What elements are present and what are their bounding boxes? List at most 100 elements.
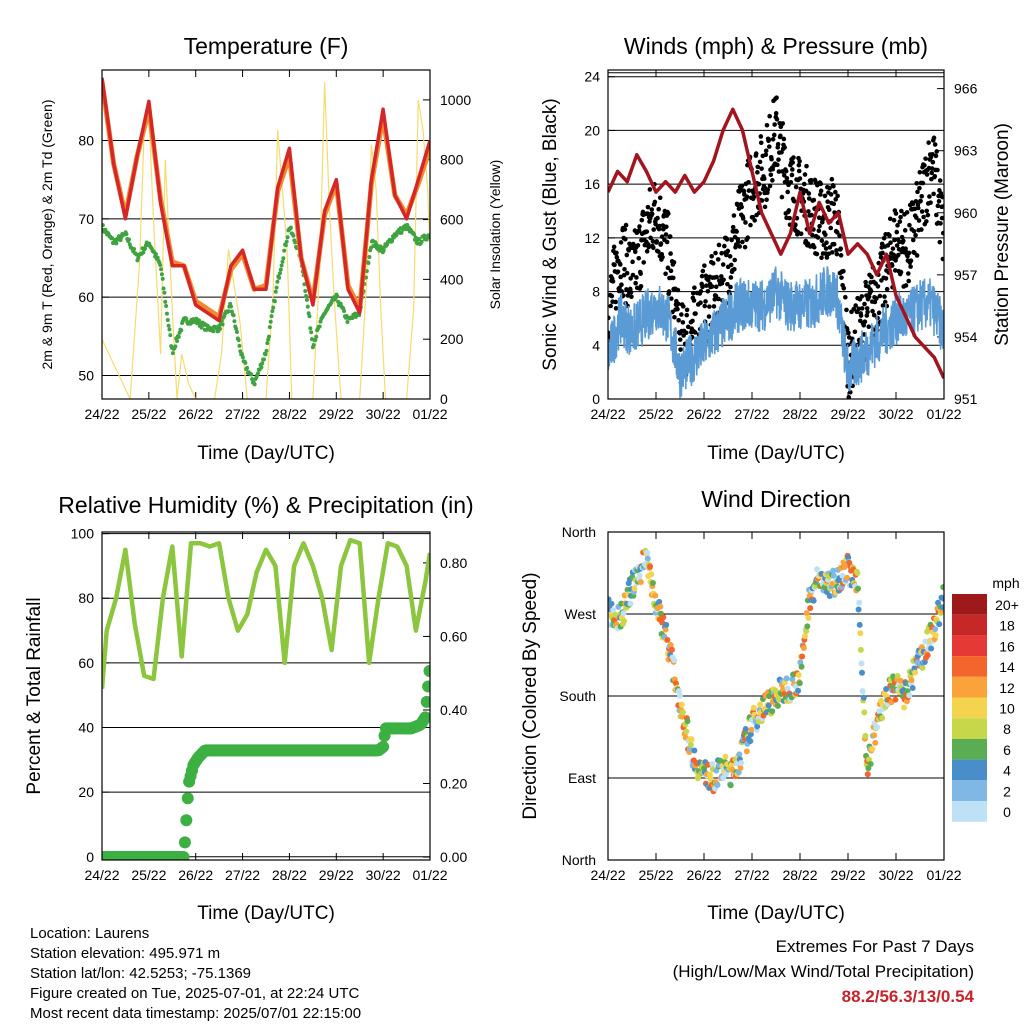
dewpoint-point xyxy=(164,311,169,316)
gust-point xyxy=(729,237,734,243)
dewpoint-point xyxy=(268,319,273,324)
gust-point xyxy=(718,274,724,279)
dewpoint-point xyxy=(175,338,180,343)
direction-point xyxy=(860,694,867,701)
y-axis-label: Percent & Total Rainfall xyxy=(24,597,45,794)
y2-tick-label: 0.00 xyxy=(440,849,467,865)
dewpoint-point xyxy=(424,237,429,242)
dewpoint-point xyxy=(124,232,129,237)
legend-swatch xyxy=(952,718,987,739)
dewpoint-point xyxy=(307,314,312,319)
chart-title: Winds (mph) & Pressure (mb) xyxy=(624,33,928,59)
gust-point xyxy=(770,178,775,183)
gust-point xyxy=(719,281,725,286)
gust-point xyxy=(776,157,781,162)
dewpoint-point xyxy=(427,235,430,240)
gust-point xyxy=(677,337,683,342)
x-tick-label: 25/22 xyxy=(638,867,673,883)
y2-tick-label: 0.40 xyxy=(440,702,467,718)
gust-point xyxy=(614,250,619,256)
direction-point xyxy=(754,723,761,730)
gust-point xyxy=(940,230,944,236)
gust-point xyxy=(859,306,865,311)
dewpoint-point xyxy=(143,246,148,251)
gust-point xyxy=(934,149,940,154)
gust-point xyxy=(935,203,941,209)
direction-point xyxy=(687,741,694,748)
latlon-text: Station lat/lon: 42.5253; -75.1369 xyxy=(30,965,252,982)
legend-swatch xyxy=(952,697,987,719)
y-tick-label: 0 xyxy=(86,849,94,865)
gust-point xyxy=(797,158,802,164)
direction-point xyxy=(620,610,627,617)
dewpoint-point xyxy=(176,334,181,339)
direction-point xyxy=(707,775,714,782)
direction-point xyxy=(861,709,868,716)
gust-point xyxy=(690,290,696,296)
direction-point xyxy=(940,584,944,591)
dewpoint-point xyxy=(311,343,316,348)
gust-point xyxy=(897,219,903,224)
dewpoint-point xyxy=(168,333,173,338)
direction-point xyxy=(774,702,781,709)
dewpoint-point xyxy=(304,297,309,302)
direction-point xyxy=(610,607,617,614)
gust-point xyxy=(806,196,812,201)
legend-label: 20+ xyxy=(995,597,1019,613)
gust-point xyxy=(763,148,769,154)
gust-point xyxy=(720,262,726,267)
dewpoint-point xyxy=(163,299,168,304)
legend-label: 6 xyxy=(1003,742,1011,758)
dewpoint-point xyxy=(259,365,264,370)
gust-point xyxy=(891,217,897,223)
gust-point xyxy=(732,257,738,263)
direction-point xyxy=(864,771,871,778)
gust-point xyxy=(624,270,630,276)
gust-point xyxy=(908,258,914,264)
dewpoint-point xyxy=(279,263,284,268)
gust-point xyxy=(881,235,887,241)
gust-point xyxy=(918,198,923,204)
legend-swatch xyxy=(952,780,987,801)
y-tick-label: North xyxy=(562,852,596,868)
gust-point xyxy=(919,209,925,214)
direction-point xyxy=(766,693,773,700)
gust-point xyxy=(839,275,844,280)
dewpoint-point xyxy=(273,289,278,294)
gust-point xyxy=(766,137,772,143)
series-relative-humidity xyxy=(102,537,430,689)
gust-point xyxy=(818,181,824,187)
direction-point xyxy=(783,675,790,682)
gust-point xyxy=(914,253,920,258)
dewpoint-point xyxy=(167,327,172,332)
direction-point xyxy=(795,671,802,678)
gust-point xyxy=(649,211,655,217)
gust-point xyxy=(728,262,734,268)
gust-point xyxy=(795,229,800,235)
gust-point xyxy=(692,285,697,291)
y-tick-label: 12 xyxy=(584,230,600,246)
gust-point xyxy=(773,111,779,116)
dewpoint-point xyxy=(277,275,282,280)
gust-point xyxy=(617,262,623,267)
gust-point xyxy=(843,294,848,300)
dewpoint-point xyxy=(141,250,146,255)
direction-point xyxy=(738,760,745,767)
direction-point xyxy=(714,782,721,789)
gust-point xyxy=(930,159,936,165)
gust-point xyxy=(797,176,803,181)
y2-tick-label: 800 xyxy=(440,152,464,168)
dewpoint-point xyxy=(269,314,274,319)
gust-point xyxy=(766,144,772,149)
legend-label: 10 xyxy=(999,701,1015,717)
gust-point xyxy=(894,229,900,235)
gust-point xyxy=(732,266,737,272)
gust-point xyxy=(934,212,939,218)
dewpoint-point xyxy=(285,235,290,240)
gust-point xyxy=(756,181,762,187)
dewpoint-point xyxy=(412,232,417,237)
legend-label: 14 xyxy=(999,659,1015,675)
gust-point xyxy=(892,268,898,273)
y-tick-label: 60 xyxy=(78,289,94,305)
gust-point xyxy=(685,324,691,330)
